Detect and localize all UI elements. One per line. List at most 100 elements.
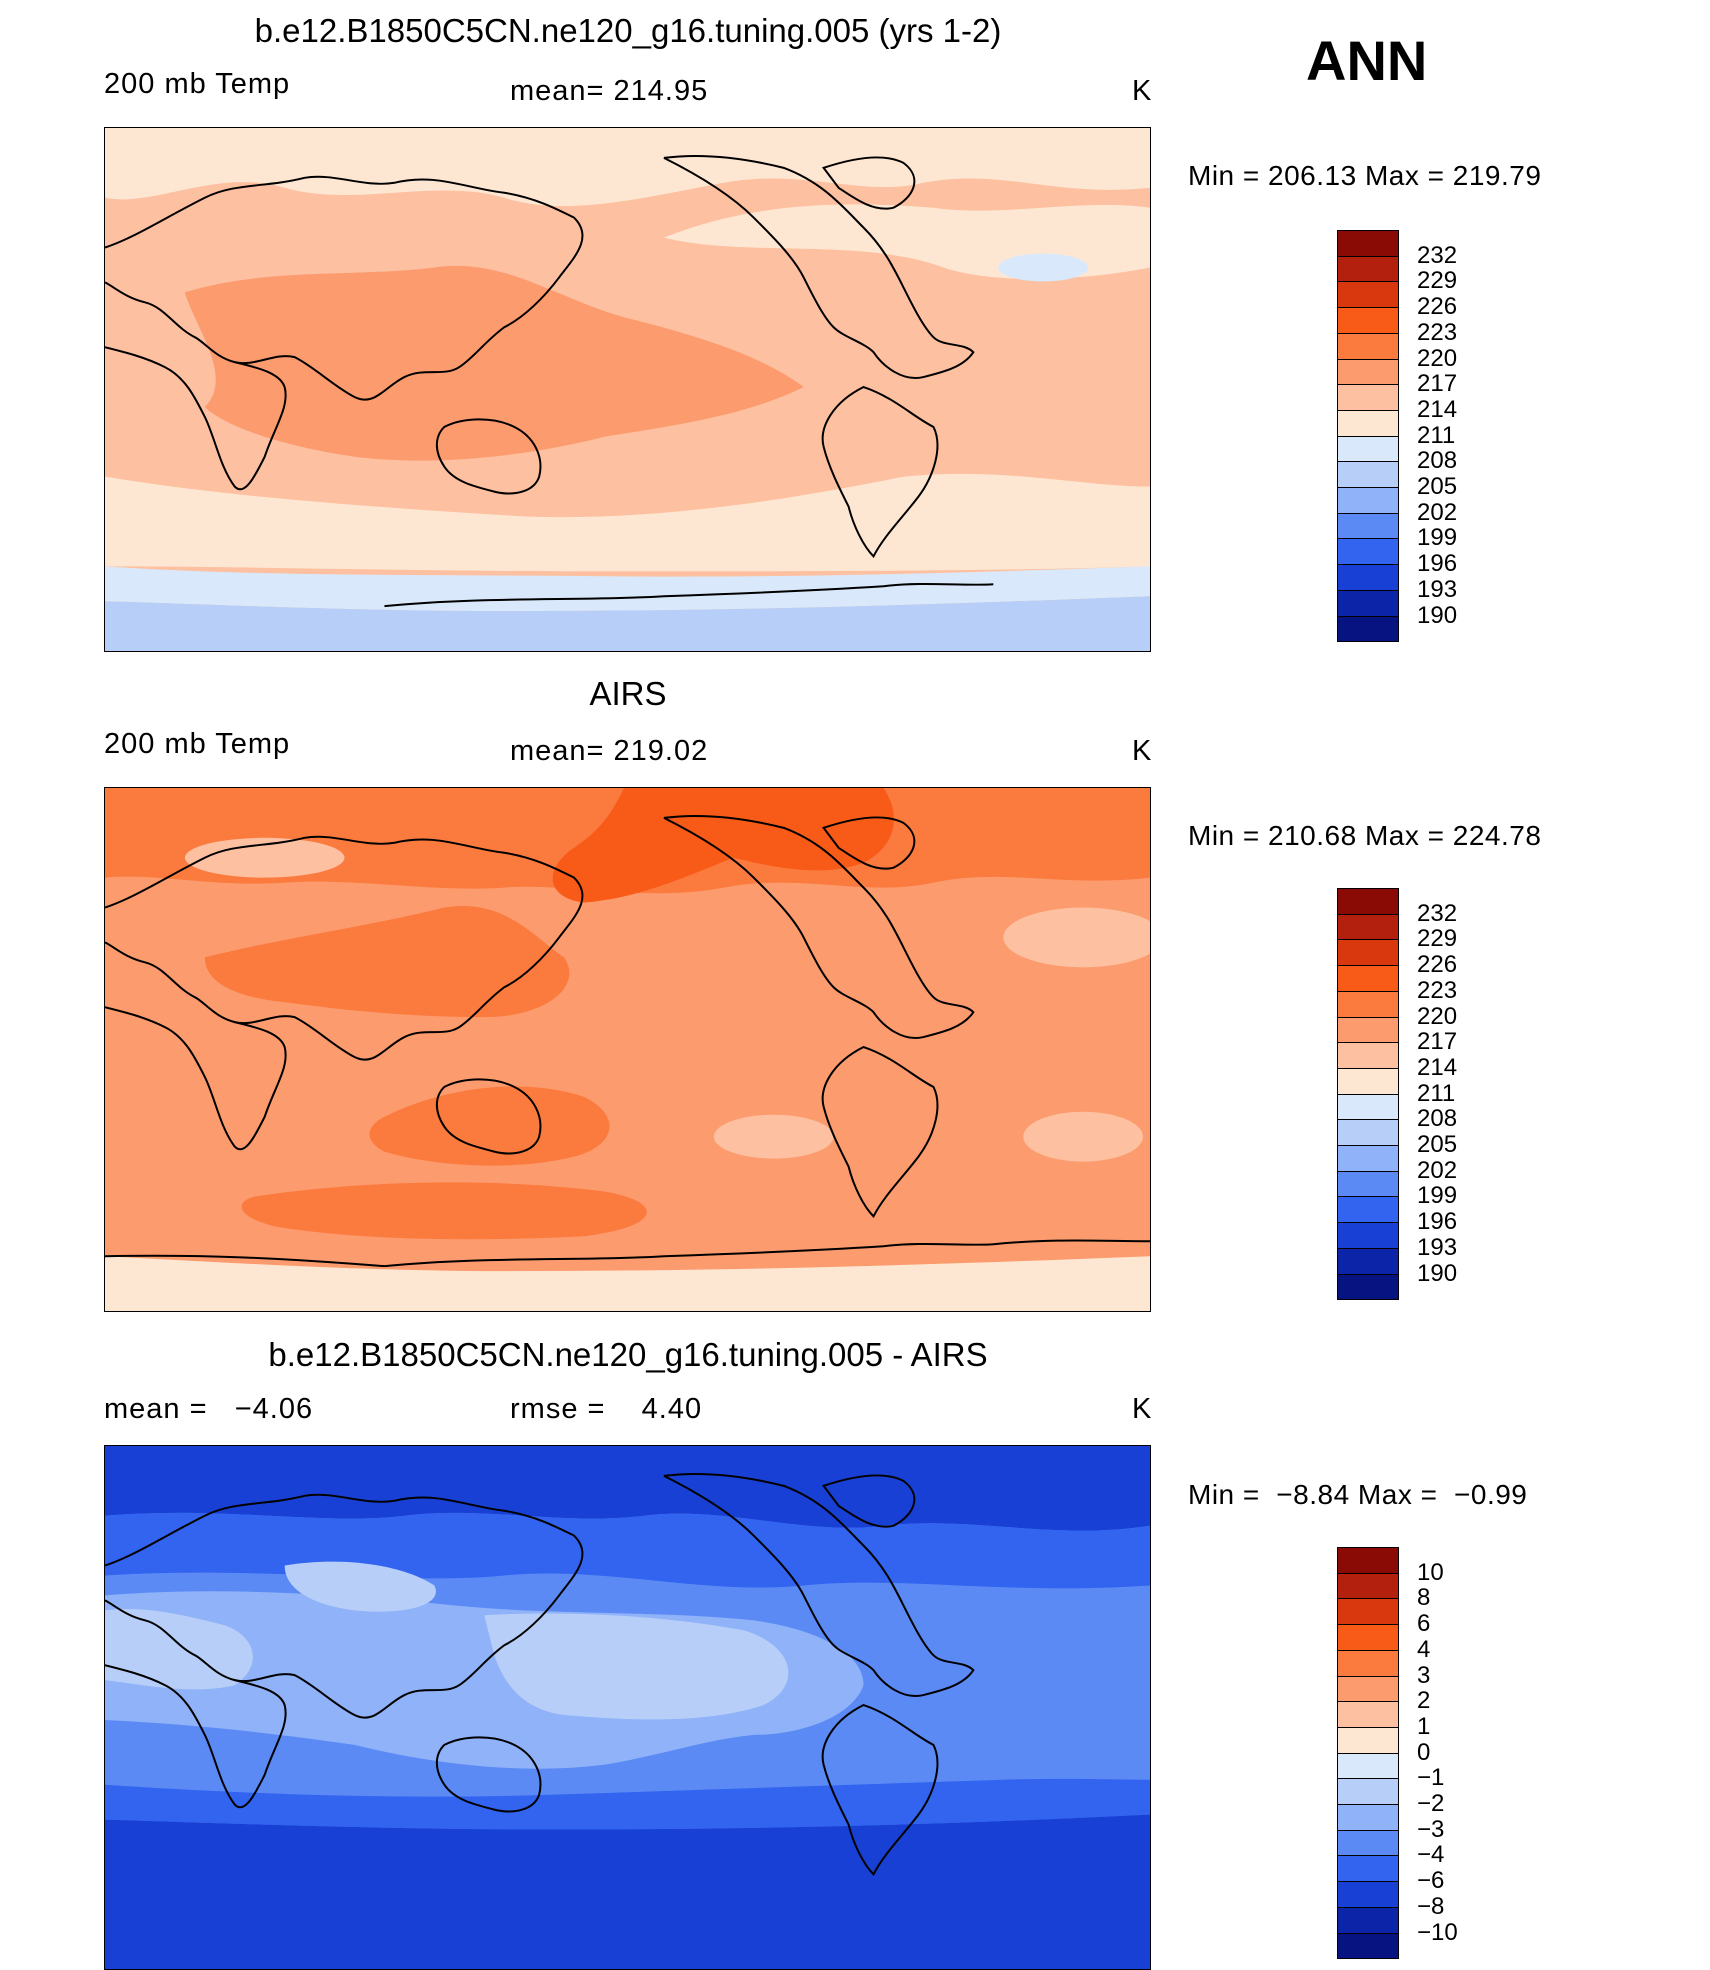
panel-1-coastlines bbox=[105, 154, 994, 608]
colorbar-tick-label: −2 bbox=[1417, 1790, 1445, 1817]
colorbar-tick-label: 199 bbox=[1417, 1182, 1458, 1210]
colorbar-swatch bbox=[1337, 1906, 1399, 1934]
panel-2-variable-label: 200 mb Temp bbox=[104, 728, 291, 760]
panel-1-fill-warm-tropics bbox=[184, 265, 804, 461]
colorbar-swatch bbox=[1337, 1119, 1399, 1147]
panel-3-minmax-label: Min = −8.84 Max = −0.99 bbox=[1188, 1479, 1528, 1510]
colorbar-tick-label: 3 bbox=[1417, 1661, 1431, 1689]
colorbar-swatch bbox=[1337, 1726, 1399, 1754]
panel-3-title: b.e12.B1850C5CN.ne120_g16.tuning.005 - A… bbox=[268, 1336, 988, 1373]
colorbar-tick-label: 208 bbox=[1417, 447, 1458, 475]
panel-1-fill-cold-spot bbox=[998, 253, 1089, 282]
panel-2-fill-warm-asia bbox=[204, 905, 570, 1018]
panel-1-mean-label: mean= 214.95 bbox=[510, 75, 709, 107]
colorbar-tick-label: 199 bbox=[1417, 524, 1458, 552]
colorbar-tick-label: 193 bbox=[1417, 1233, 1458, 1261]
colorbar-tick-label: 217 bbox=[1417, 1028, 1458, 1056]
colorbar-swatch bbox=[1337, 230, 1399, 257]
colorbar-swatch bbox=[1337, 1547, 1399, 1574]
panel-2-units-label: K bbox=[1132, 735, 1153, 767]
colorbar-tick-label: 205 bbox=[1417, 1131, 1458, 1158]
colorbar-swatch bbox=[1337, 1675, 1399, 1703]
colorbar-tick-label: 208 bbox=[1417, 1105, 1458, 1133]
colorbar-tick-label: 211 bbox=[1417, 1079, 1456, 1107]
panel-1-map bbox=[104, 127, 1151, 652]
colorbar-tick-label: 226 bbox=[1417, 951, 1458, 979]
colorbar-tick-label: 202 bbox=[1417, 1156, 1458, 1184]
colorbar-swatch bbox=[1337, 1247, 1399, 1275]
colorbar-swatch bbox=[1337, 1855, 1399, 1883]
colorbar-swatch bbox=[1337, 1804, 1399, 1831]
colorbar-swatch bbox=[1337, 1598, 1399, 1626]
panel-3-map bbox=[104, 1445, 1151, 1970]
colorbar-swatch bbox=[1337, 1624, 1399, 1651]
colorbar-tick-label: 232 bbox=[1417, 899, 1458, 927]
colorbar-tick-label: −3 bbox=[1417, 1815, 1445, 1843]
colorbar-tick-label: 190 bbox=[1417, 1259, 1458, 1287]
colorbar-tick-label: 196 bbox=[1417, 1208, 1458, 1236]
panel-3-fill-light-2 bbox=[105, 1609, 253, 1690]
colorbar-tick-label: 196 bbox=[1417, 550, 1458, 578]
colorbar-swatch bbox=[1337, 1222, 1399, 1249]
colorbar-swatch bbox=[1337, 409, 1399, 437]
colorbar-swatch bbox=[1337, 281, 1399, 309]
colorbar-swatch bbox=[1337, 965, 1399, 992]
panel-3-fill-light-3 bbox=[284, 1561, 436, 1612]
colorbar-tick-label: 232 bbox=[1417, 241, 1458, 269]
colorbar-swatch bbox=[1337, 487, 1399, 514]
colorbar-swatch bbox=[1337, 1196, 1399, 1224]
colorbar-swatch bbox=[1337, 332, 1399, 360]
colorbar-swatch bbox=[1337, 1016, 1399, 1044]
colorbar-tick-label: 229 bbox=[1417, 267, 1458, 295]
colorbar-swatch bbox=[1337, 564, 1399, 591]
panel-1-fill-midlat-north bbox=[105, 128, 1150, 207]
colorbar-tick-label: 211 bbox=[1417, 421, 1456, 449]
colorbar-tick-label: 205 bbox=[1417, 473, 1458, 500]
colorbar-tick-label: −1 bbox=[1417, 1764, 1445, 1792]
colorbar-swatch bbox=[1337, 1170, 1399, 1198]
panel-1-variable-label: 200 mb Temp bbox=[104, 68, 291, 100]
colorbar-tick-label: 226 bbox=[1417, 293, 1458, 321]
panel-2-fill-hot-arctic bbox=[552, 788, 894, 903]
panel-2-fill-warm-south bbox=[241, 1182, 647, 1240]
panel-2-fill-warm-australia bbox=[369, 1086, 610, 1166]
colorbar-swatch bbox=[1337, 1701, 1399, 1729]
colorbar-swatch bbox=[1337, 307, 1399, 334]
panel-2-minmax-label: Min = 210.68 Max = 224.78 bbox=[1188, 820, 1542, 851]
panel-3-rmse-label: rmse = 4.40 bbox=[510, 1393, 703, 1425]
panel-3-mean-label: mean = −4.06 bbox=[104, 1393, 314, 1425]
colorbar-tick-label: 2 bbox=[1417, 1687, 1431, 1715]
colorbar-tick-label: 193 bbox=[1417, 575, 1458, 603]
panel-1-units-label: K bbox=[1132, 75, 1153, 107]
colorbar-tick-label: 0 bbox=[1417, 1738, 1431, 1766]
colorbar-swatch bbox=[1337, 1752, 1399, 1780]
season-label: ANN bbox=[1306, 29, 1428, 92]
colorbar-tick-label: 217 bbox=[1417, 370, 1458, 398]
panel-3-fill-midlat-south bbox=[105, 1778, 1150, 1830]
colorbar-swatch bbox=[1337, 384, 1399, 412]
colorbar-tick-label: 214 bbox=[1417, 395, 1458, 423]
panel-1-fill-polar bbox=[105, 596, 1150, 651]
colorbar-swatch bbox=[1337, 1881, 1399, 1908]
colorbar-swatch bbox=[1337, 1067, 1399, 1095]
colorbar-swatch bbox=[1337, 913, 1399, 941]
colorbar-swatch bbox=[1337, 1778, 1399, 1806]
colorbar-swatch bbox=[1337, 1932, 1399, 1960]
colorbar-tick-label: −10 bbox=[1417, 1918, 1458, 1946]
colorbar-swatch bbox=[1337, 1042, 1399, 1070]
colorbar-swatch bbox=[1337, 990, 1399, 1018]
colorbar-swatch bbox=[1337, 615, 1399, 643]
panel-1-title: b.e12.B1850C5CN.ne120_g16.tuning.005 (yr… bbox=[254, 12, 1002, 49]
colorbar-swatch bbox=[1337, 1572, 1399, 1600]
colorbar-tick-label: 6 bbox=[1417, 1610, 1431, 1638]
colorbar-swatch bbox=[1337, 1273, 1399, 1301]
colorbar-tick-label: 190 bbox=[1417, 601, 1458, 629]
panel-3-fill-light-1 bbox=[484, 1613, 789, 1720]
colorbar-tick-label: −4 bbox=[1417, 1841, 1445, 1869]
panel-2-fill-cool-spot-2 bbox=[1023, 1111, 1144, 1162]
colorbar-tick-label: −8 bbox=[1417, 1892, 1445, 1920]
colorbar-swatch bbox=[1337, 1093, 1399, 1121]
colorbar-tick-label: 4 bbox=[1417, 1635, 1431, 1663]
colorbar-tick-label: 214 bbox=[1417, 1053, 1458, 1081]
panel-1-minmax-label: Min = 206.13 Max = 219.79 bbox=[1188, 160, 1542, 191]
